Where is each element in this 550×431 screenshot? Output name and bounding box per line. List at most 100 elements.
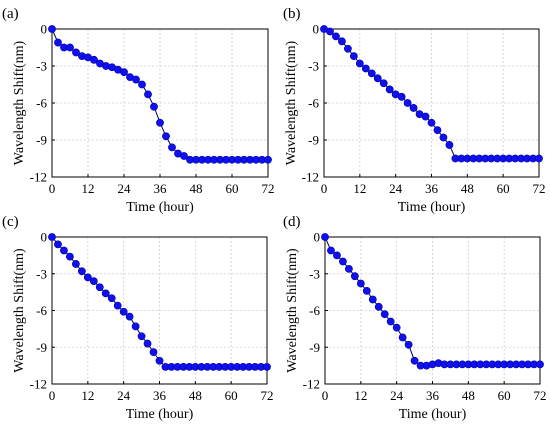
x-tick-label: 60 — [226, 181, 239, 196]
data-point — [264, 155, 272, 164]
data-point — [107, 294, 116, 303]
data-point — [403, 99, 412, 107]
data-point — [421, 112, 430, 121]
x-tick-label: 24 — [118, 181, 132, 196]
data-point — [263, 362, 271, 371]
data-point — [137, 332, 146, 341]
y-axis-label: Wavelength Shift(nm) — [12, 248, 27, 373]
data-point — [404, 340, 413, 349]
data-point — [149, 348, 158, 357]
data-point — [427, 118, 436, 127]
data-point — [180, 152, 188, 160]
x-tick-label: 36 — [154, 181, 168, 196]
y-tick-label: -6 — [309, 303, 320, 318]
y-axis-label: Wavelength Shift(nm) — [12, 40, 27, 165]
x-tick-label: 24 — [117, 388, 131, 403]
data-point — [356, 279, 365, 288]
y-tick-label: -3 — [36, 59, 47, 74]
data-point — [398, 333, 407, 342]
x-tick-label: 48 — [190, 181, 203, 196]
data-point — [535, 154, 543, 163]
data-point — [361, 64, 370, 73]
data-point — [409, 104, 418, 112]
x-tick-label: 0 — [321, 181, 328, 196]
x-tick-label: 0 — [322, 388, 329, 403]
data-point — [83, 273, 92, 282]
data-point — [343, 44, 352, 53]
panel-label: (b) — [283, 6, 301, 22]
y-tick-label: 0 — [41, 22, 48, 37]
data-point — [385, 85, 394, 94]
x-tick-label: 36 — [426, 388, 440, 403]
data-point — [410, 356, 419, 365]
x-tick-label: 60 — [498, 388, 511, 403]
data-point — [380, 310, 389, 319]
x-axis-label: Time (hour) — [126, 200, 194, 215]
data-point — [379, 79, 388, 88]
data-point — [144, 90, 152, 99]
y-tick-label: -12 — [303, 377, 320, 392]
data-point — [326, 27, 334, 36]
y-tick-label: 0 — [41, 230, 48, 245]
data-point — [95, 283, 104, 292]
x-tick-label: 48 — [189, 388, 202, 403]
data-point — [368, 295, 377, 304]
y-tick-label: -3 — [309, 266, 320, 281]
axes-frame — [324, 236, 541, 385]
x-tick-label: 48 — [461, 181, 474, 196]
data-point — [54, 240, 62, 249]
x-tick-label: 60 — [497, 181, 510, 196]
data-point — [327, 246, 335, 255]
y-tick-label: -9 — [308, 133, 319, 148]
y-tick-label: -12 — [30, 377, 47, 392]
data-point — [66, 43, 74, 52]
data-point — [155, 356, 164, 365]
y-tick-label: -6 — [36, 303, 47, 318]
x-tick-label: 12 — [353, 181, 366, 196]
data-point — [162, 132, 170, 141]
data-point — [392, 323, 401, 332]
axes-frame — [51, 236, 268, 385]
data-point — [72, 48, 80, 57]
panel-label: (c) — [2, 214, 19, 230]
data-point — [66, 252, 74, 261]
y-tick-label: -9 — [36, 133, 47, 148]
y-tick-label: 0 — [313, 22, 320, 37]
data-point — [71, 260, 80, 268]
data-point — [362, 286, 371, 295]
x-tick-label: 36 — [425, 181, 439, 196]
data-point — [54, 38, 62, 47]
chart-panel-3: 0 12 24 36 48 60 72 0 -3 -6 -9 -12 Time (hour) Wavele… — [2, 214, 274, 422]
data-point — [89, 277, 98, 285]
y-tick-label: -12 — [30, 170, 47, 185]
x-tick-label: 72 — [262, 181, 275, 196]
x-tick-label: 12 — [82, 181, 95, 196]
data-point — [349, 52, 358, 61]
data-point — [77, 267, 86, 276]
data-point — [373, 74, 382, 83]
data-point — [332, 32, 340, 41]
chart-panel-1: 0 12 24 36 48 60 72 0 -3 -6 -9 -12 Time (hour) Wavele… — [2, 6, 275, 215]
y-tick-label: -6 — [36, 96, 47, 111]
data-point — [338, 37, 346, 46]
x-tick-label: 60 — [225, 388, 238, 403]
y-tick-label: -9 — [36, 340, 47, 355]
data-point — [138, 80, 146, 89]
data-point — [113, 301, 122, 310]
x-tick-label: 0 — [49, 181, 56, 196]
data-point — [156, 118, 164, 127]
x-tick-label: 12 — [81, 388, 94, 403]
data-point — [119, 307, 128, 316]
data-point — [125, 312, 134, 321]
x-tick-label: 72 — [261, 388, 274, 403]
x-axis-label: Time (hour) — [399, 407, 467, 422]
x-tick-label: 0 — [49, 388, 56, 403]
data-point — [132, 75, 140, 84]
data-point — [439, 133, 448, 142]
data-point — [433, 126, 442, 135]
y-tick-label: -9 — [309, 340, 320, 355]
data-point — [374, 302, 383, 311]
y-tick-label: -3 — [308, 59, 319, 74]
data-point — [101, 289, 110, 298]
